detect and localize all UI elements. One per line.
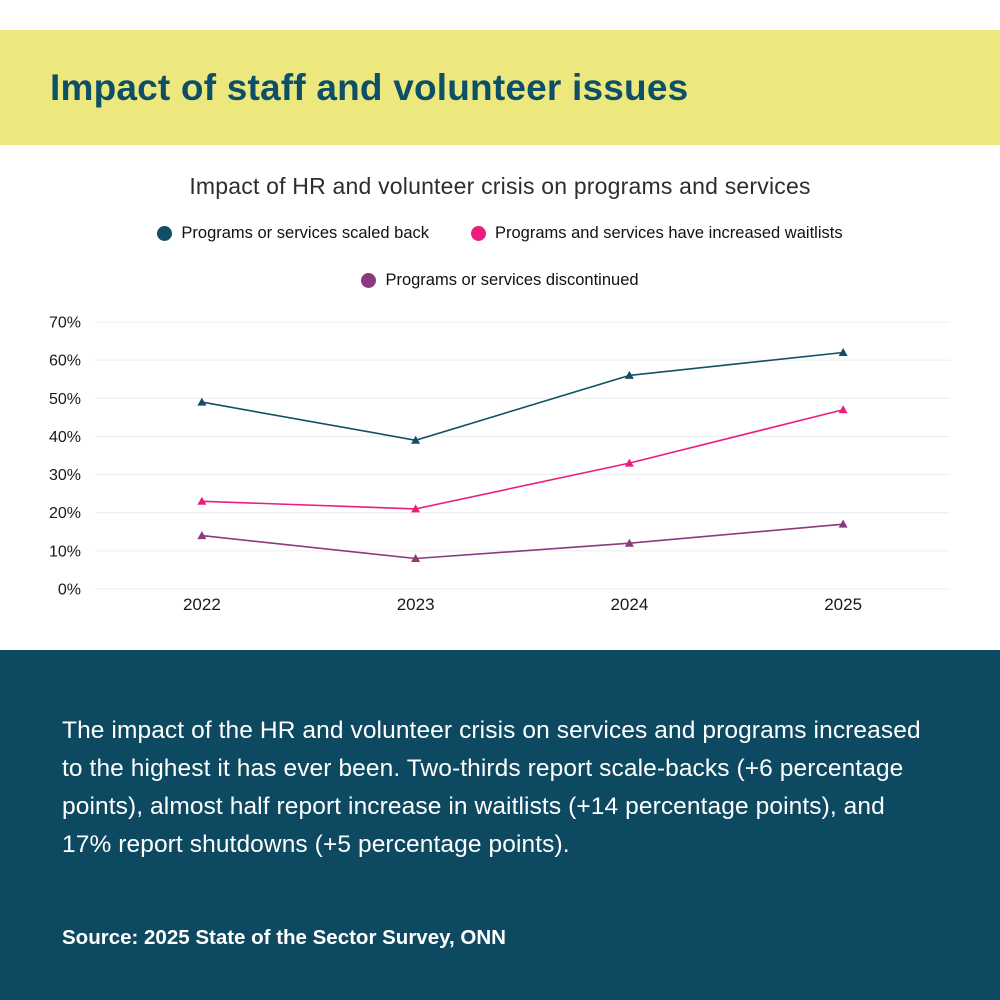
svg-text:40%: 40%: [49, 429, 81, 446]
legend-row-1: Programs or services scaled back Program…: [157, 224, 843, 243]
svg-text:50%: 50%: [49, 391, 81, 408]
svg-text:70%: 70%: [49, 315, 81, 332]
svg-text:20%: 20%: [49, 505, 81, 522]
legend-dot-icon: [157, 226, 173, 241]
svg-text:2025: 2025: [824, 595, 862, 614]
legend-label: Programs and services have increased wai…: [495, 224, 843, 242]
line-chart-svg: 0% 10% 20% 30% 40% 50% 60% 70% 2022 2023 2024 2025: [49, 315, 950, 614]
legend-row-2: Programs or services discontinued: [361, 271, 639, 290]
legend-dot-icon: [361, 273, 377, 288]
svg-text:60%: 60%: [49, 353, 81, 370]
chart-section: Impact of HR and volunteer crisis on pro…: [0, 145, 1000, 650]
legend-item-discontinued: Programs or services discontinued: [361, 271, 639, 290]
line-chart: 0% 10% 20% 30% 40% 50% 60% 70% 2022 2023 2024 2025: [0, 314, 1000, 614]
svg-text:2024: 2024: [610, 595, 648, 614]
svg-text:2022: 2022: [183, 595, 221, 614]
svg-text:2023: 2023: [397, 595, 435, 614]
svg-text:0%: 0%: [58, 582, 81, 599]
summary-paragraph: The impact of the HR and volunteer crisi…: [62, 717, 921, 858]
page-title: Impact of staff and volunteer issues: [50, 66, 689, 108]
footer-panel: The impact of the HR and volunteer crisi…: [0, 650, 1000, 1000]
legend-label: Programs or services discontinued: [385, 271, 639, 289]
svg-text:30%: 30%: [49, 467, 81, 484]
top-margin: [0, 0, 1000, 30]
legend-label: Programs or services scaled back: [181, 224, 429, 242]
chart-title: Impact of HR and volunteer crisis on pro…: [189, 173, 811, 199]
source-line: Source: 2025 State of the Sector Survey,…: [62, 926, 506, 949]
chart-legend: Programs or services scaled back Program…: [0, 224, 1000, 290]
legend-item-waitlists: Programs and services have increased wai…: [471, 224, 843, 243]
banner: Impact of staff and volunteer issues: [0, 30, 1000, 145]
legend-item-scaled-back: Programs or services scaled back: [157, 224, 429, 243]
svg-text:10%: 10%: [49, 543, 81, 560]
legend-dot-icon: [471, 226, 486, 241]
